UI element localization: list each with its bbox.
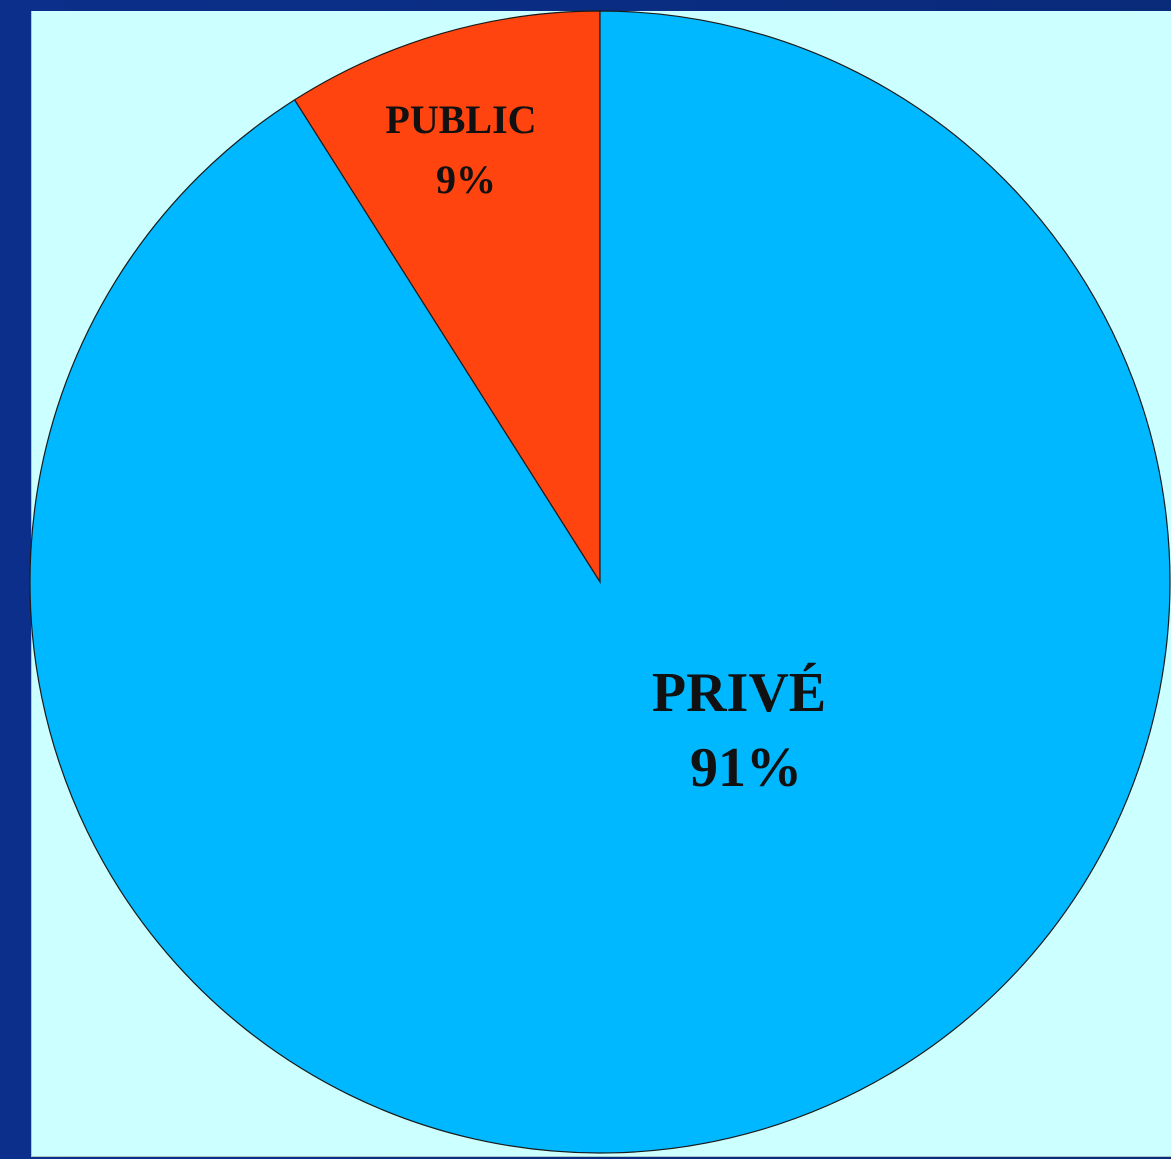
prive-slice-name: PRIVÉ xyxy=(652,662,826,724)
pie-slice-prive xyxy=(29,10,1171,1154)
prive-slice-label: PRIVÉ 91% xyxy=(652,662,840,799)
public-slice-label: PUBLIC 9% xyxy=(385,97,546,202)
public-slice-percent: 9% xyxy=(436,157,496,202)
pie-slice-public xyxy=(293,10,601,585)
prive-slice-percent: 91% xyxy=(690,737,802,799)
public-slice-name: PUBLIC xyxy=(385,97,536,142)
